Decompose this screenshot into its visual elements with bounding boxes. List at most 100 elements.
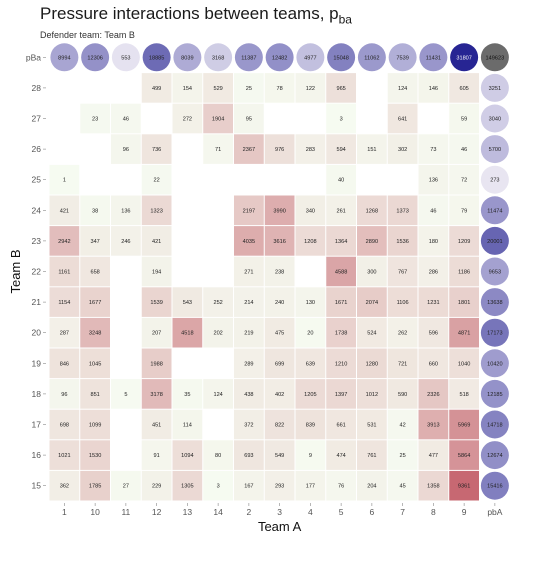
- heat-cell: [295, 470, 326, 501]
- total-bubble-label: 149623: [486, 55, 505, 61]
- cell-label: 25: [400, 453, 406, 459]
- heat-cell: [80, 470, 110, 501]
- heat-cell: [234, 348, 264, 379]
- heat-cell: [203, 134, 233, 164]
- heat-cell: [295, 226, 326, 256]
- cell-label: 9361: [458, 484, 470, 490]
- heat-cell: [264, 73, 295, 103]
- heat-cell: [326, 470, 356, 501]
- pba-row-bubble-label: 10420: [487, 361, 503, 367]
- x-tick-label: 12: [152, 507, 162, 517]
- pba-bubble-label: 18885: [149, 55, 165, 61]
- cell-label: 194: [152, 270, 161, 276]
- pba-bubble-label: 8994: [58, 55, 70, 61]
- heat-cell: [49, 348, 80, 379]
- cell-label: 340: [306, 208, 315, 214]
- heat-cell: [295, 440, 326, 470]
- heat-cell: [326, 409, 356, 440]
- heat-cell: [203, 103, 233, 134]
- cell-label: 1358: [427, 484, 439, 490]
- heat-cell: [111, 195, 141, 226]
- cell-label: 229: [152, 484, 161, 490]
- cell-label: 293: [275, 484, 284, 490]
- cell-label: 42: [400, 423, 406, 429]
- heat-cell: [449, 256, 479, 287]
- heat-cell: [326, 348, 356, 379]
- heat-cell: [172, 409, 203, 440]
- heat-cell: [264, 409, 295, 440]
- pba-row-bubble-label: 12185: [487, 392, 503, 398]
- cell-label: 4871: [458, 331, 470, 337]
- heat-cell: [234, 409, 264, 440]
- cell-label: 27: [123, 484, 129, 490]
- pba-bubble: [204, 43, 233, 72]
- heat-cell: [387, 73, 418, 103]
- x-tick-label: 14: [213, 507, 223, 517]
- chart-title-subscript: ba: [338, 12, 352, 27]
- cell-label: 219: [244, 331, 253, 337]
- cell-label: 23: [92, 117, 98, 123]
- heat-cell: [49, 164, 80, 195]
- heat-cell: [418, 470, 449, 501]
- cell-label: 1280: [366, 361, 378, 367]
- heat-cell: [449, 470, 479, 501]
- y-tick-label: 16: [32, 450, 42, 460]
- heat-cell: [264, 317, 295, 348]
- heat-cell: [387, 317, 418, 348]
- cell-label: 1373: [396, 208, 408, 214]
- heat-cell: [295, 73, 326, 103]
- cell-label: 3: [340, 117, 343, 123]
- heat-cell: [234, 287, 264, 317]
- heat-cell: [172, 317, 203, 348]
- cell-label: 438: [244, 392, 253, 398]
- cell-label: 372: [244, 423, 253, 429]
- heat-cell: [357, 287, 387, 317]
- cell-label: 1539: [150, 300, 162, 306]
- heat-cell: [234, 103, 264, 134]
- heat-cell: [203, 440, 233, 470]
- pba-row-bubble: [480, 104, 509, 133]
- pba-bubble: [234, 43, 263, 72]
- cell-label: 300: [367, 270, 376, 276]
- cell-label: 1186: [458, 270, 470, 276]
- heat-cell: [49, 409, 80, 440]
- cell-label: 1988: [150, 361, 162, 367]
- cell-label: 154: [183, 86, 192, 92]
- heat-cell: [295, 195, 326, 226]
- x-tick-label: 11: [121, 507, 130, 517]
- heat-cell: [141, 379, 172, 409]
- pba-row-bubble: [480, 318, 509, 347]
- chart-title: Pressure interactions between teams, pba: [40, 4, 352, 26]
- cell-label: 124: [213, 392, 222, 398]
- cell-label: 202: [213, 331, 222, 337]
- cell-label: 529: [213, 86, 222, 92]
- cell-label: 605: [459, 86, 468, 92]
- cell-label: 151: [367, 147, 376, 153]
- cell-label: 4518: [181, 331, 193, 337]
- heat-cell: [326, 195, 356, 226]
- cell-label: 3248: [89, 331, 101, 337]
- pba-bubble: [296, 43, 325, 72]
- heat-cell: [449, 195, 479, 226]
- heat-cell: [418, 256, 449, 287]
- heat-cell: [49, 317, 80, 348]
- heat-cell: [172, 440, 203, 470]
- cell-label: 543: [183, 300, 192, 306]
- cell-label: 5969: [458, 423, 470, 429]
- cell-label: 96: [61, 392, 67, 398]
- heat-cell: [295, 317, 326, 348]
- cell-label: 3178: [150, 392, 162, 398]
- heat-cell: [326, 164, 356, 195]
- cell-label: 73: [430, 147, 436, 153]
- cell-label: 1677: [89, 300, 101, 306]
- cell-label: 421: [152, 239, 161, 245]
- pba-bubble-label: 11387: [241, 55, 256, 61]
- pba-bubble-label: 3168: [212, 55, 224, 61]
- heat-cell: [387, 470, 418, 501]
- heat-cell: [203, 379, 233, 409]
- heat-cell: [80, 379, 110, 409]
- heat-cell: [295, 409, 326, 440]
- y-tick-label: 18: [32, 389, 42, 399]
- pba-bubble: [450, 43, 479, 72]
